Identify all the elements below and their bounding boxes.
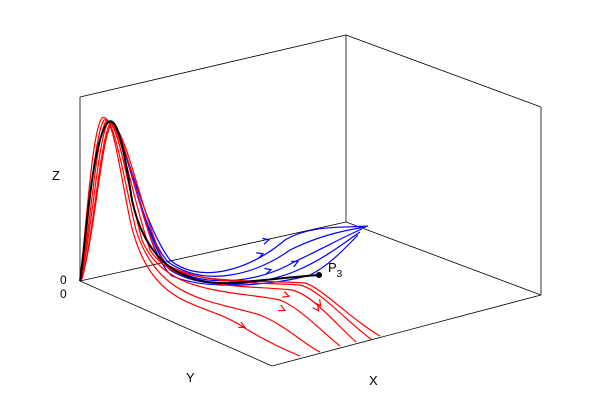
- y-axis-label: Y: [186, 370, 195, 385]
- trajectory-arrow: [314, 299, 322, 307]
- axis-box-edge: [271, 294, 542, 367]
- trajectory-arrow: [278, 304, 287, 312]
- trajectory-arrow: [291, 260, 300, 268]
- equilibrium-point: [316, 272, 322, 278]
- trajectory-arrow: [264, 267, 273, 275]
- red-trajectory: [80, 120, 341, 347]
- x-axis-label: X: [369, 373, 378, 388]
- z-tick-label: 0: [60, 273, 67, 287]
- red-trajectory: [81, 123, 381, 337]
- z-axis-label: Z: [52, 168, 60, 183]
- trajectory-arrow: [238, 321, 247, 329]
- blue-trajectory: [109, 120, 369, 274]
- trajectory-arrow: [312, 304, 320, 312]
- y-tick-label: 0: [60, 287, 67, 301]
- axis-box-edge: [79, 280, 273, 367]
- red-trajectory: [81, 122, 373, 341]
- trajectory-arrow: [282, 291, 291, 298]
- axis-box-edge: [345, 221, 542, 296]
- axis-box-edge: [79, 221, 347, 282]
- trajectory-arrow: [256, 252, 265, 259]
- separatrix-trajectory: [79, 120, 320, 285]
- axis-box-edge: [79, 34, 347, 98]
- red-trajectory: [79, 117, 301, 357]
- blue-trajectory: [111, 120, 363, 282]
- trajectory-arrow: [262, 237, 271, 245]
- point-label: P3: [328, 260, 343, 280]
- axis-box-edge: [345, 34, 542, 108]
